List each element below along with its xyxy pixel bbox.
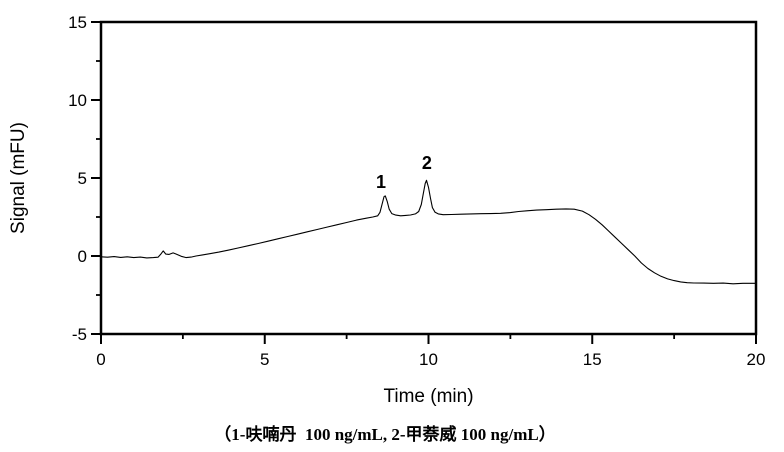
- y-tick-label: 0: [78, 247, 87, 266]
- y-axis-title: Signal (mFU): [8, 122, 29, 234]
- y-tick-label: 10: [68, 91, 87, 110]
- x-tick-label: 5: [260, 350, 269, 369]
- x-tick-label: 15: [583, 350, 602, 369]
- peak-label-2: 2: [422, 153, 432, 173]
- y-tick-label: 5: [78, 169, 87, 188]
- figure-caption: （1-呋喃丹 100 ng/mL, 2-甲萘威 100 ng/mL）: [214, 425, 556, 444]
- signal-trace: [100, 179, 757, 285]
- x-tick-label: 20: [747, 350, 766, 369]
- plot-frame: [99, 20, 758, 336]
- x-tick-label: 0: [96, 350, 105, 369]
- x-tick-label: 10: [419, 350, 438, 369]
- peak-label-1: 1: [376, 172, 386, 192]
- y-tick-label: 15: [68, 13, 87, 32]
- y-tick-label: -5: [72, 325, 87, 344]
- x-axis-title: Time (min): [383, 386, 473, 407]
